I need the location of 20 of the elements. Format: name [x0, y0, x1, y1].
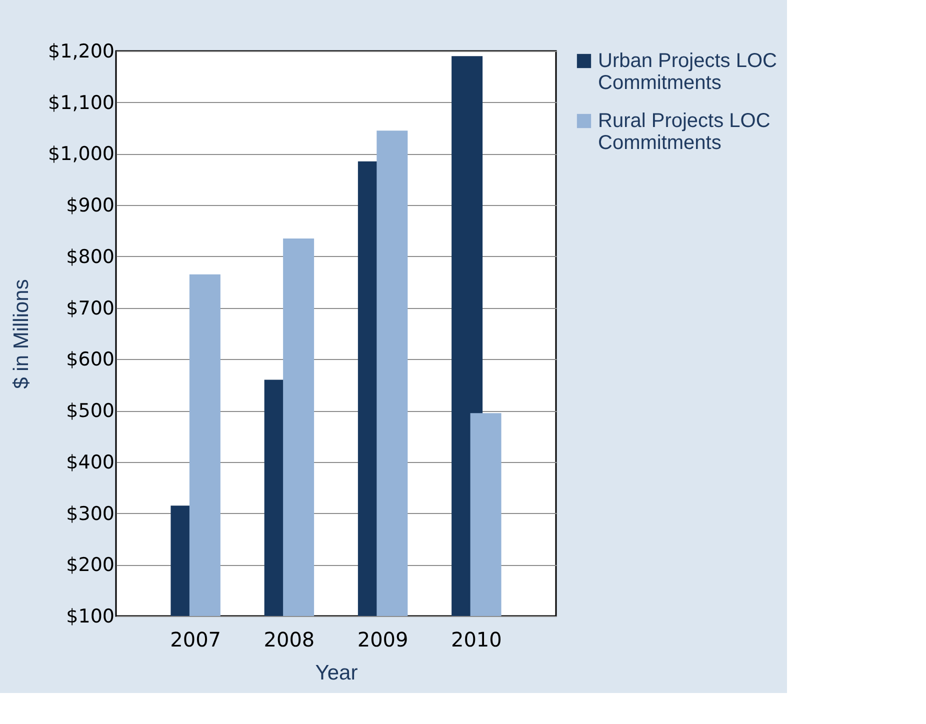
y-tick-label: $600 — [66, 348, 114, 371]
y-tick-label: $500 — [66, 400, 114, 422]
y-tick-label: $700 — [66, 297, 114, 320]
legend-label: Rural Projects LOC Commitments — [598, 110, 770, 154]
y-tick-label: $200 — [66, 554, 114, 576]
x-tick-label: 2008 — [264, 628, 315, 652]
y-tick-label: $400 — [66, 451, 114, 474]
legend-label: Urban Projects LOC Commitments — [598, 50, 777, 94]
y-tick-label: $1,100 — [48, 92, 114, 114]
y-tick-label: $800 — [66, 246, 114, 268]
y-tick-label: $100 — [66, 606, 114, 628]
x-axis-title: Year — [315, 662, 358, 684]
y-tick-label: $900 — [66, 194, 114, 217]
y-axis-title: $ in Millions — [10, 279, 34, 389]
x-tick-label: 2007 — [170, 628, 222, 652]
x-tick-label: 2010 — [450, 628, 502, 652]
y-tick-label: $1,200 — [48, 40, 114, 62]
x-tick-label: 2009 — [357, 628, 408, 652]
y-tick-label: $1,000 — [48, 143, 114, 166]
y-tick-label: $300 — [66, 502, 114, 525]
